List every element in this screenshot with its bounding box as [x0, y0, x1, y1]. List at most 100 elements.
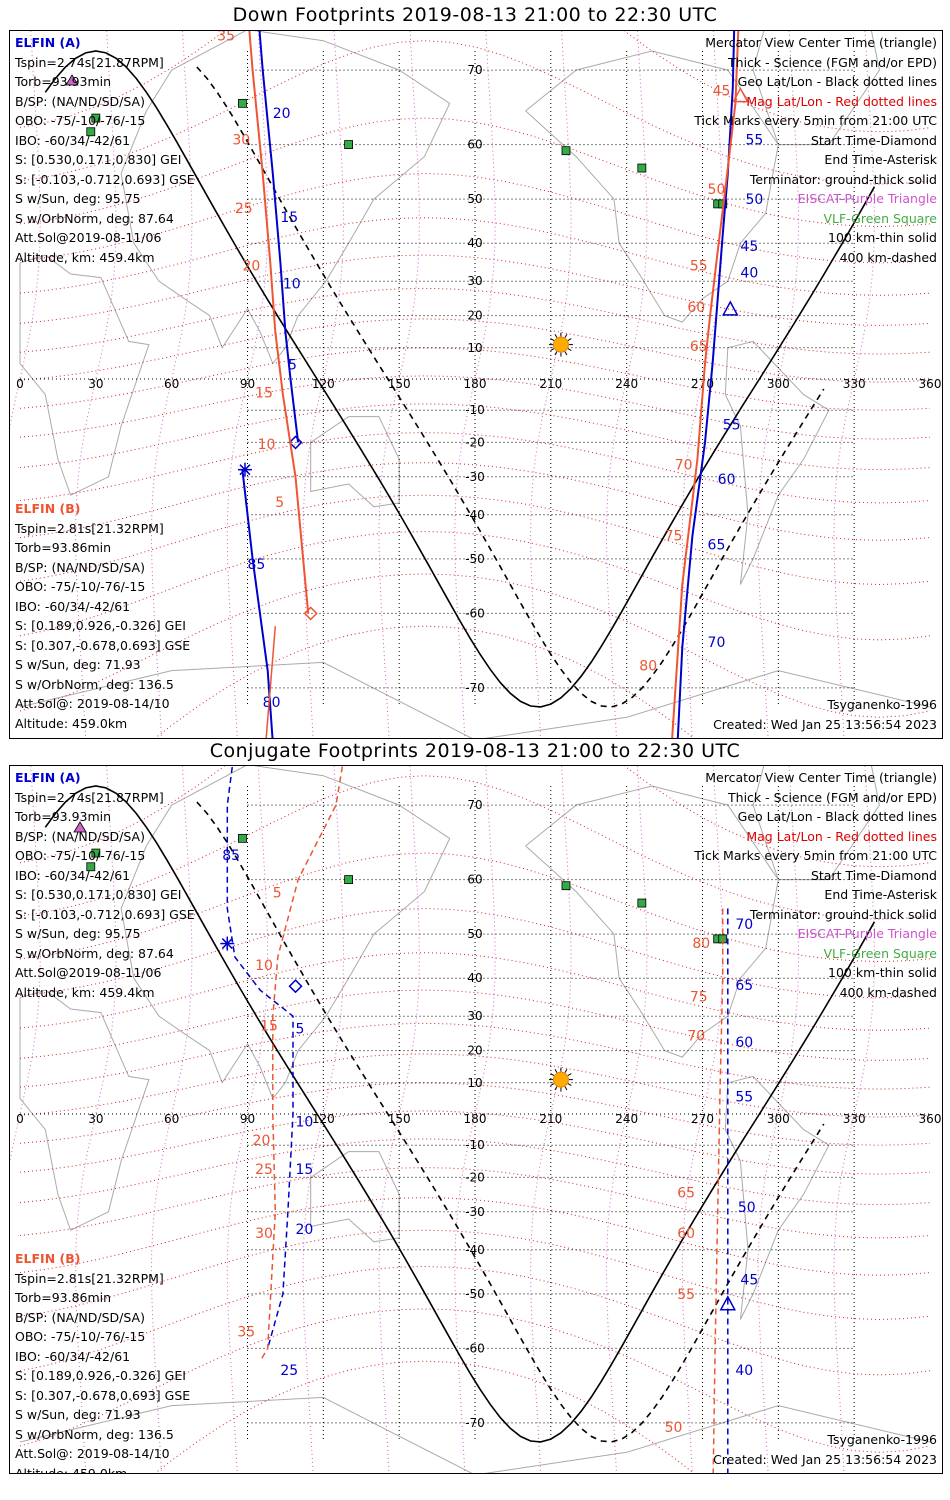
legend-item: Mag Lat/Lon - Red dotted lines — [746, 93, 937, 109]
track-tick-label: 50 — [745, 192, 763, 208]
legend-item: Tick Marks every 5min from 21:00 UTC — [694, 848, 937, 863]
map-svg-down: 0 30 60 90 120 150 180 210 240 270 300 330 360706050… — [10, 31, 942, 738]
info-line: IBO: -60/34/-42/61 — [15, 867, 131, 883]
track-tick-label: 30 — [255, 1226, 273, 1242]
sun-ray — [567, 338, 572, 342]
mag-lat-line — [19, 318, 931, 383]
track-tick-label: 10 — [255, 958, 273, 974]
lon-tick-label: 360 — [919, 377, 942, 391]
track-tick-label: 5 — [296, 1022, 305, 1038]
info-line: OBO: -75/-10/-76/-15 — [15, 1329, 146, 1344]
coastline — [310, 416, 400, 508]
vlf-square — [86, 862, 96, 872]
track-tick-label: 65 — [708, 537, 726, 553]
lat-tick-label: 60 — [467, 873, 482, 887]
geo-grid: 0 30 60 90 120 150 180 210 240 270 300 330 360706050… — [16, 50, 942, 708]
lon-tick-label: 90 — [240, 377, 255, 391]
info-line: S: [0.189,0.926,-0.326] GEI — [15, 618, 186, 633]
sun-ray — [554, 1068, 558, 1073]
sun-disk — [552, 1071, 569, 1088]
elfin-a-label: ELFIN (A) — [15, 770, 81, 785]
track-tick-label: 35 — [217, 31, 235, 45]
legend-item: Terminator: ground-thick solid — [749, 906, 937, 922]
center-triangle — [719, 1295, 737, 1311]
info-line: Tspin=2.74s[21.87RPM] — [15, 54, 164, 70]
track-tick-label: 85 — [248, 557, 266, 573]
legend-down: Mercator View Center Time (triangle) Thi… — [694, 33, 937, 267]
legend-item: End Time-Asterisk — [824, 152, 937, 167]
track-tick-label: 40 — [735, 1363, 753, 1379]
info-line: Att.Sol@2019-08-11/06 — [15, 965, 162, 980]
mag-lat-line — [19, 1138, 931, 1206]
legend-item: 100 km-thin solid — [828, 965, 937, 980]
lat-tick-label: 50 — [467, 192, 482, 206]
track-tick-label: 80 — [263, 695, 281, 711]
mag-lat-line — [19, 573, 931, 718]
mag-lat-line — [19, 403, 931, 471]
vlf-square — [86, 127, 96, 137]
lat-tick-label: -20 — [465, 435, 485, 449]
mag-lon-line — [10, 766, 41, 1473]
terminator-400km — [196, 801, 825, 1443]
legend-item: 400 km-dashed — [839, 249, 937, 265]
lon-tick-label: 150 — [388, 377, 411, 391]
legend-item: Mercator View Center Time (triangle) — [705, 770, 937, 785]
lat-tick-label: 30 — [467, 274, 482, 288]
legend-item: 100 km-thin solid — [828, 230, 937, 245]
track-tick-label: 25 — [235, 201, 253, 217]
lat-tick-label: 10 — [467, 341, 482, 355]
coastline — [19, 661, 931, 738]
track-tick-label: 55 — [690, 258, 708, 274]
end-asterisk — [237, 462, 252, 477]
info-line: Torb=93.93min — [15, 809, 112, 824]
lon-tick-label: 300 — [767, 1112, 790, 1126]
terminator — [44, 785, 876, 1443]
mag-lat-line — [19, 494, 931, 586]
legend-item: EISCAT-Purple Triangle — [797, 926, 937, 941]
mag-lon-line — [454, 31, 496, 738]
info-line: S w/Sun, deg: 95.75 — [15, 926, 141, 941]
created-label: Created: Wed Jan 25 13:56:54 2023 — [713, 716, 937, 732]
start-diamond — [288, 979, 303, 994]
sun-disk — [552, 336, 569, 353]
info-line: S: [0.530,0.171,0.830] GEI — [15, 887, 182, 902]
track-tick-label: 50 — [665, 1420, 683, 1436]
info-line: B/SP: (NA/ND/SD/SA) — [15, 1309, 145, 1325]
track-tick-label: 10 — [283, 276, 301, 292]
coastline — [19, 254, 150, 496]
sun-ray — [567, 1083, 572, 1087]
lat-tick-label: -50 — [465, 552, 485, 566]
panel-title-down: Down Footprints 2019-08-13 21:00 to 22:3… — [232, 4, 718, 26]
lon-tick-label: 300 — [767, 377, 790, 391]
info-line: S: [0.530,0.171,0.830] GEI — [15, 152, 182, 167]
track-tick-label: 15 — [260, 1018, 278, 1034]
sun-ray — [550, 338, 555, 342]
track-tick-label: 65 — [677, 1186, 695, 1202]
track-tick-label: 40 — [740, 266, 758, 282]
lat-tick-label: 40 — [467, 971, 482, 985]
track-tick-label: 80 — [692, 936, 710, 952]
sun-ray — [550, 348, 555, 352]
lat-tick-label: -50 — [465, 1287, 485, 1301]
terminator — [44, 50, 876, 708]
mag-lon-line — [226, 31, 269, 738]
mag-lat-line — [19, 287, 931, 355]
lat-tick-label: -40 — [465, 1243, 485, 1257]
map-svg-conjugate: 0 30 60 90 120 150 180 210 240 270 300 330 360706050… — [10, 766, 941, 1473]
mag-lon-line — [605, 766, 648, 1473]
vlf-square — [561, 146, 571, 156]
track-tick-label: 85 — [222, 848, 240, 864]
info-line: B/SP: (NA/ND/SD/SA) — [15, 828, 145, 844]
info-line: S w/Sun, deg: 71.93 — [15, 1407, 141, 1422]
lon-tick-label: 210 — [539, 1112, 562, 1126]
vlf-square — [91, 848, 101, 858]
sun-ray — [550, 1083, 555, 1087]
track-tick-label: 55 — [745, 133, 763, 149]
track-a-down — [258, 31, 300, 443]
lon-tick-label: 30 — [88, 377, 103, 391]
panel-title-conj: Conjugate Footprints 2019-08-13 21:00 to… — [209, 740, 741, 762]
track-tick-label: 75 — [690, 990, 708, 1006]
track-tick-label: 70 — [675, 458, 693, 474]
track-tick-label: 15 — [255, 386, 273, 402]
legend-item: VLF-Green Square — [823, 210, 937, 226]
